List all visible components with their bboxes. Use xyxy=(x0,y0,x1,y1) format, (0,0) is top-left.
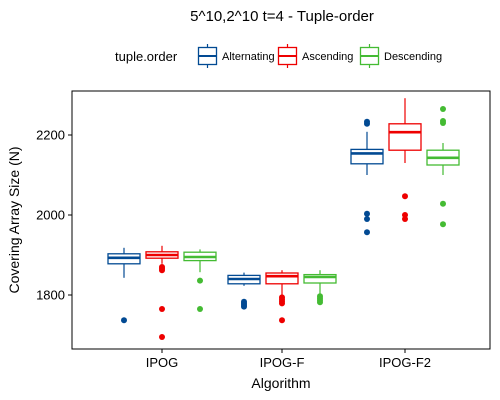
x-tick-label: IPOG-F2 xyxy=(379,355,431,370)
plot-area xyxy=(107,98,460,340)
outlier-point xyxy=(440,118,446,124)
y-tick-label: 2200 xyxy=(36,128,65,143)
outlier-point xyxy=(440,200,446,207)
outlier-point xyxy=(241,298,247,305)
outlier-point xyxy=(159,306,165,312)
box-ascending-ipog xyxy=(145,245,179,340)
legend-label: Descending xyxy=(384,51,442,63)
outlier-point xyxy=(279,300,285,307)
box-iqr xyxy=(350,148,384,165)
outlier-point xyxy=(364,229,370,236)
outlier-point xyxy=(402,193,408,200)
x-tick-label: IPOG-F xyxy=(260,355,305,370)
outlier-point xyxy=(364,210,370,217)
outlier-point xyxy=(317,299,323,306)
box-alternating-ipog-f xyxy=(227,272,261,310)
legend-item-ascending: Ascending xyxy=(277,44,353,68)
outlier-point xyxy=(197,306,203,312)
legend-title: tuple.order xyxy=(115,49,178,64)
outlier-point xyxy=(440,106,446,112)
outlier-point xyxy=(279,317,285,324)
legend-label: Ascending xyxy=(302,51,353,63)
outlier-point xyxy=(197,277,203,284)
box-ascending-ipog-f xyxy=(265,270,299,324)
outlier-point xyxy=(159,334,165,340)
outlier-point xyxy=(121,317,127,324)
box-iqr xyxy=(388,123,422,151)
y-axis-label: Covering Array Size (N) xyxy=(6,146,22,293)
outlier-point xyxy=(402,216,408,222)
box-descending-ipog-f xyxy=(303,270,337,306)
legend-label: Alternating xyxy=(222,51,275,63)
x-tick-label: IPOG xyxy=(146,355,179,370)
outlier-point xyxy=(364,216,370,222)
box-alternating-ipog xyxy=(107,247,141,324)
outlier-point xyxy=(364,118,370,125)
box-iqr xyxy=(265,272,299,285)
outlier-point xyxy=(159,264,165,270)
y-tick-label: 2000 xyxy=(36,208,65,223)
x-axis-label: Algorithm xyxy=(251,375,310,391)
legend: tuple.order Alternating Ascending Descendi… xyxy=(115,44,442,68)
y-tick-label: 1800 xyxy=(36,288,65,303)
legend-item-descending: Descending xyxy=(359,44,442,68)
box-iqr xyxy=(303,273,337,284)
legend-item-alternating: Alternating xyxy=(197,44,275,68)
outlier-point xyxy=(440,221,446,228)
box-descending-ipog xyxy=(183,249,217,312)
box-alternating-ipog-f2 xyxy=(350,118,384,236)
plot-panel xyxy=(71,90,491,350)
box-descending-ipog-f2 xyxy=(426,106,460,228)
chart-title: 5^10,2^10 t=4 - Tuple-order xyxy=(190,8,374,25)
box-ascending-ipog-f2 xyxy=(388,98,422,222)
